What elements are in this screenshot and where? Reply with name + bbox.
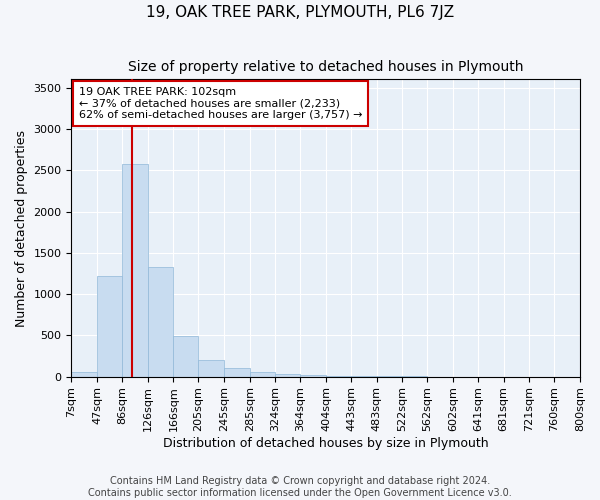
- Bar: [148, 267, 173, 376]
- Text: Contains HM Land Registry data © Crown copyright and database right 2024.
Contai: Contains HM Land Registry data © Crown c…: [88, 476, 512, 498]
- Bar: [250, 372, 275, 376]
- Y-axis label: Number of detached properties: Number of detached properties: [15, 130, 28, 326]
- Title: Size of property relative to detached houses in Plymouth: Size of property relative to detached ho…: [128, 60, 523, 74]
- Bar: [199, 360, 224, 376]
- Text: 19 OAK TREE PARK: 102sqm
← 37% of detached houses are smaller (2,233)
62% of sem: 19 OAK TREE PARK: 102sqm ← 37% of detach…: [79, 87, 362, 120]
- Bar: [71, 372, 97, 376]
- Bar: [224, 368, 250, 376]
- Bar: [173, 336, 199, 376]
- Bar: [97, 276, 122, 376]
- Bar: [301, 375, 326, 376]
- Bar: [122, 164, 148, 376]
- Bar: [275, 374, 301, 376]
- X-axis label: Distribution of detached houses by size in Plymouth: Distribution of detached houses by size …: [163, 437, 488, 450]
- Text: 19, OAK TREE PARK, PLYMOUTH, PL6 7JZ: 19, OAK TREE PARK, PLYMOUTH, PL6 7JZ: [146, 5, 454, 20]
